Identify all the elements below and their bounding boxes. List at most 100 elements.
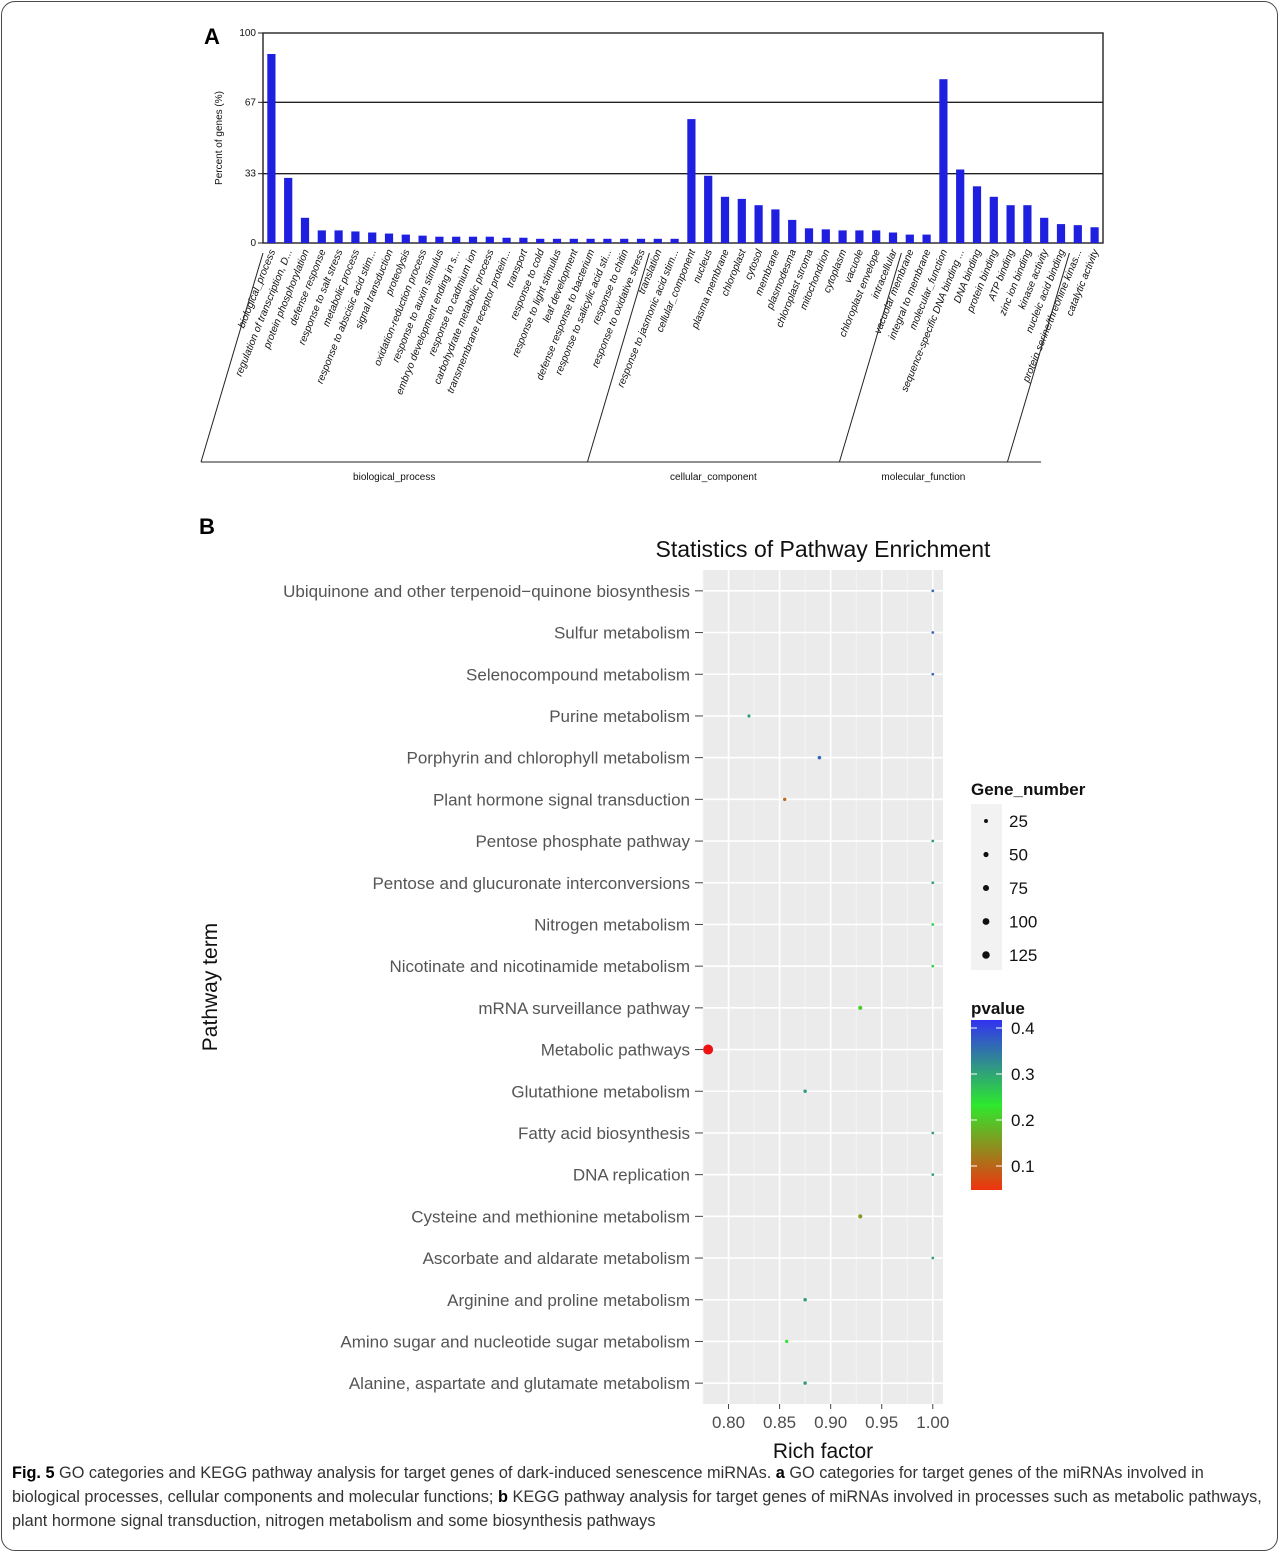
data-point — [858, 1214, 863, 1219]
group-bracket-divider — [1006, 252, 1070, 463]
plot-area-border — [262, 32, 1104, 244]
bar — [670, 238, 679, 243]
data-point — [931, 839, 935, 843]
caption-b-label: b — [497, 1488, 508, 1506]
data-point — [747, 714, 751, 718]
color-legend-bar — [971, 1020, 1002, 1190]
bar — [855, 230, 864, 243]
size-legend-label: 50 — [1009, 846, 1028, 865]
size-legend-title: Gene_number — [971, 780, 1086, 799]
bar — [368, 232, 377, 243]
group-label: cellular_component — [670, 472, 757, 483]
data-point — [703, 1044, 714, 1055]
bar — [1056, 224, 1066, 243]
x-tick-label: 0.90 — [814, 1413, 847, 1432]
bar — [737, 198, 746, 243]
go-category-bar-chart: 0 33 67 100 Percent of genes (%) biological_p… — [200, 28, 1104, 483]
caption-a-label: a — [775, 1464, 785, 1482]
chart-title: Statistics of Pathway Enrichment — [656, 536, 992, 562]
y-axis-label: Percent of genes (%) — [214, 91, 225, 185]
pathway-label: Cysteine and methionine metabolism — [411, 1207, 690, 1226]
group-label: molecular_function — [881, 472, 965, 483]
figure-caption: Fig. 5 GO categories and KEGG pathway an… — [12, 1461, 1267, 1533]
bar — [922, 234, 931, 243]
data-point — [783, 797, 787, 801]
pathway-label: Sulfur metabolism — [554, 624, 690, 643]
size-legend-key — [983, 851, 989, 858]
data-point — [931, 631, 935, 634]
bar — [502, 237, 511, 243]
bar — [989, 196, 998, 243]
bar — [485, 236, 494, 243]
bar — [317, 230, 326, 243]
pathway-label: Plant hormone signal transduction — [433, 790, 690, 809]
x-tick-label: 0.95 — [865, 1413, 898, 1432]
bar — [905, 234, 914, 243]
x-tick-label: 0.80 — [712, 1413, 745, 1432]
caption-b-text: KEGG pathway analysis for target genes o… — [12, 1488, 1262, 1530]
bar — [1073, 225, 1082, 243]
bar — [687, 119, 696, 243]
caption-a-text: GO categories for target genes of the mi… — [12, 1464, 1204, 1506]
group-bracket-divider — [586, 252, 650, 463]
pathway-label: Arginine and proline metabolism — [447, 1291, 690, 1310]
x-tick-label: 1.00 — [916, 1413, 949, 1432]
data-point — [931, 923, 935, 926]
color-legend-label: 0.2 — [1011, 1111, 1035, 1130]
data-point — [803, 1381, 807, 1385]
bar — [603, 238, 612, 243]
bar — [804, 228, 814, 243]
panel-background — [703, 570, 943, 1404]
y-tick-label: 100 — [239, 28, 256, 39]
bar — [956, 169, 965, 243]
pathway-label: Fatty acid biosynthesis — [518, 1124, 690, 1143]
data-point — [931, 964, 935, 968]
bar — [1006, 205, 1015, 243]
bar — [569, 238, 578, 243]
data-point — [931, 589, 935, 593]
bar — [300, 217, 310, 243]
pathway-label: Glutathione metabolism — [511, 1082, 690, 1101]
panel-a-letter: A — [204, 24, 220, 49]
bar — [536, 238, 545, 243]
y-tick-label: 33 — [245, 169, 257, 180]
color-legend-label: 0.1 — [1011, 1157, 1035, 1176]
data-point — [858, 1005, 863, 1010]
bar — [401, 234, 410, 243]
pathway-enrichment-scatter: Statistics of Pathway Enrichment 0.80 0.85… — [199, 536, 1086, 1460]
size-legend-key — [982, 918, 990, 925]
size-legend-label: 25 — [1009, 812, 1028, 831]
bar — [821, 229, 830, 243]
bar — [872, 230, 881, 243]
color-legend-title: pvalue — [971, 999, 1025, 1018]
color-legend-label: 0.3 — [1011, 1065, 1035, 1084]
group-bracket-divider — [838, 252, 902, 463]
bar — [939, 79, 948, 243]
size-legend-key — [982, 884, 990, 892]
bar — [972, 186, 982, 243]
bar — [754, 205, 763, 243]
size-legend-label: 125 — [1009, 946, 1037, 965]
data-point — [931, 881, 935, 885]
bar — [788, 219, 797, 243]
size-legend-key — [982, 951, 990, 959]
pathway-label: Nitrogen metabolism — [534, 915, 690, 934]
pathway-label: Amino sugar and nucleotide sugar metabol… — [340, 1332, 690, 1351]
bar — [720, 196, 730, 243]
bar — [1090, 227, 1099, 243]
pathway-label: Porphyrin and chlorophyll metabolism — [407, 749, 690, 768]
pathway-label: Purine metabolism — [549, 707, 690, 726]
bar — [468, 236, 478, 243]
bar — [519, 237, 528, 243]
group-label: biological_process — [353, 472, 435, 483]
y-tick-label: 67 — [245, 97, 257, 108]
x-axis-label: Rich factor — [773, 1440, 873, 1460]
pathway-label: Pentose and glucuronate interconversions — [372, 874, 690, 893]
data-point — [931, 1173, 935, 1177]
data-point — [931, 1256, 935, 1260]
group-bracket-divider — [200, 252, 264, 463]
pathway-label: mRNA surveillance pathway — [478, 999, 690, 1018]
bar — [435, 236, 444, 243]
y-tick-label: 0 — [250, 238, 256, 249]
pathway-label: DNA replication — [573, 1166, 690, 1185]
